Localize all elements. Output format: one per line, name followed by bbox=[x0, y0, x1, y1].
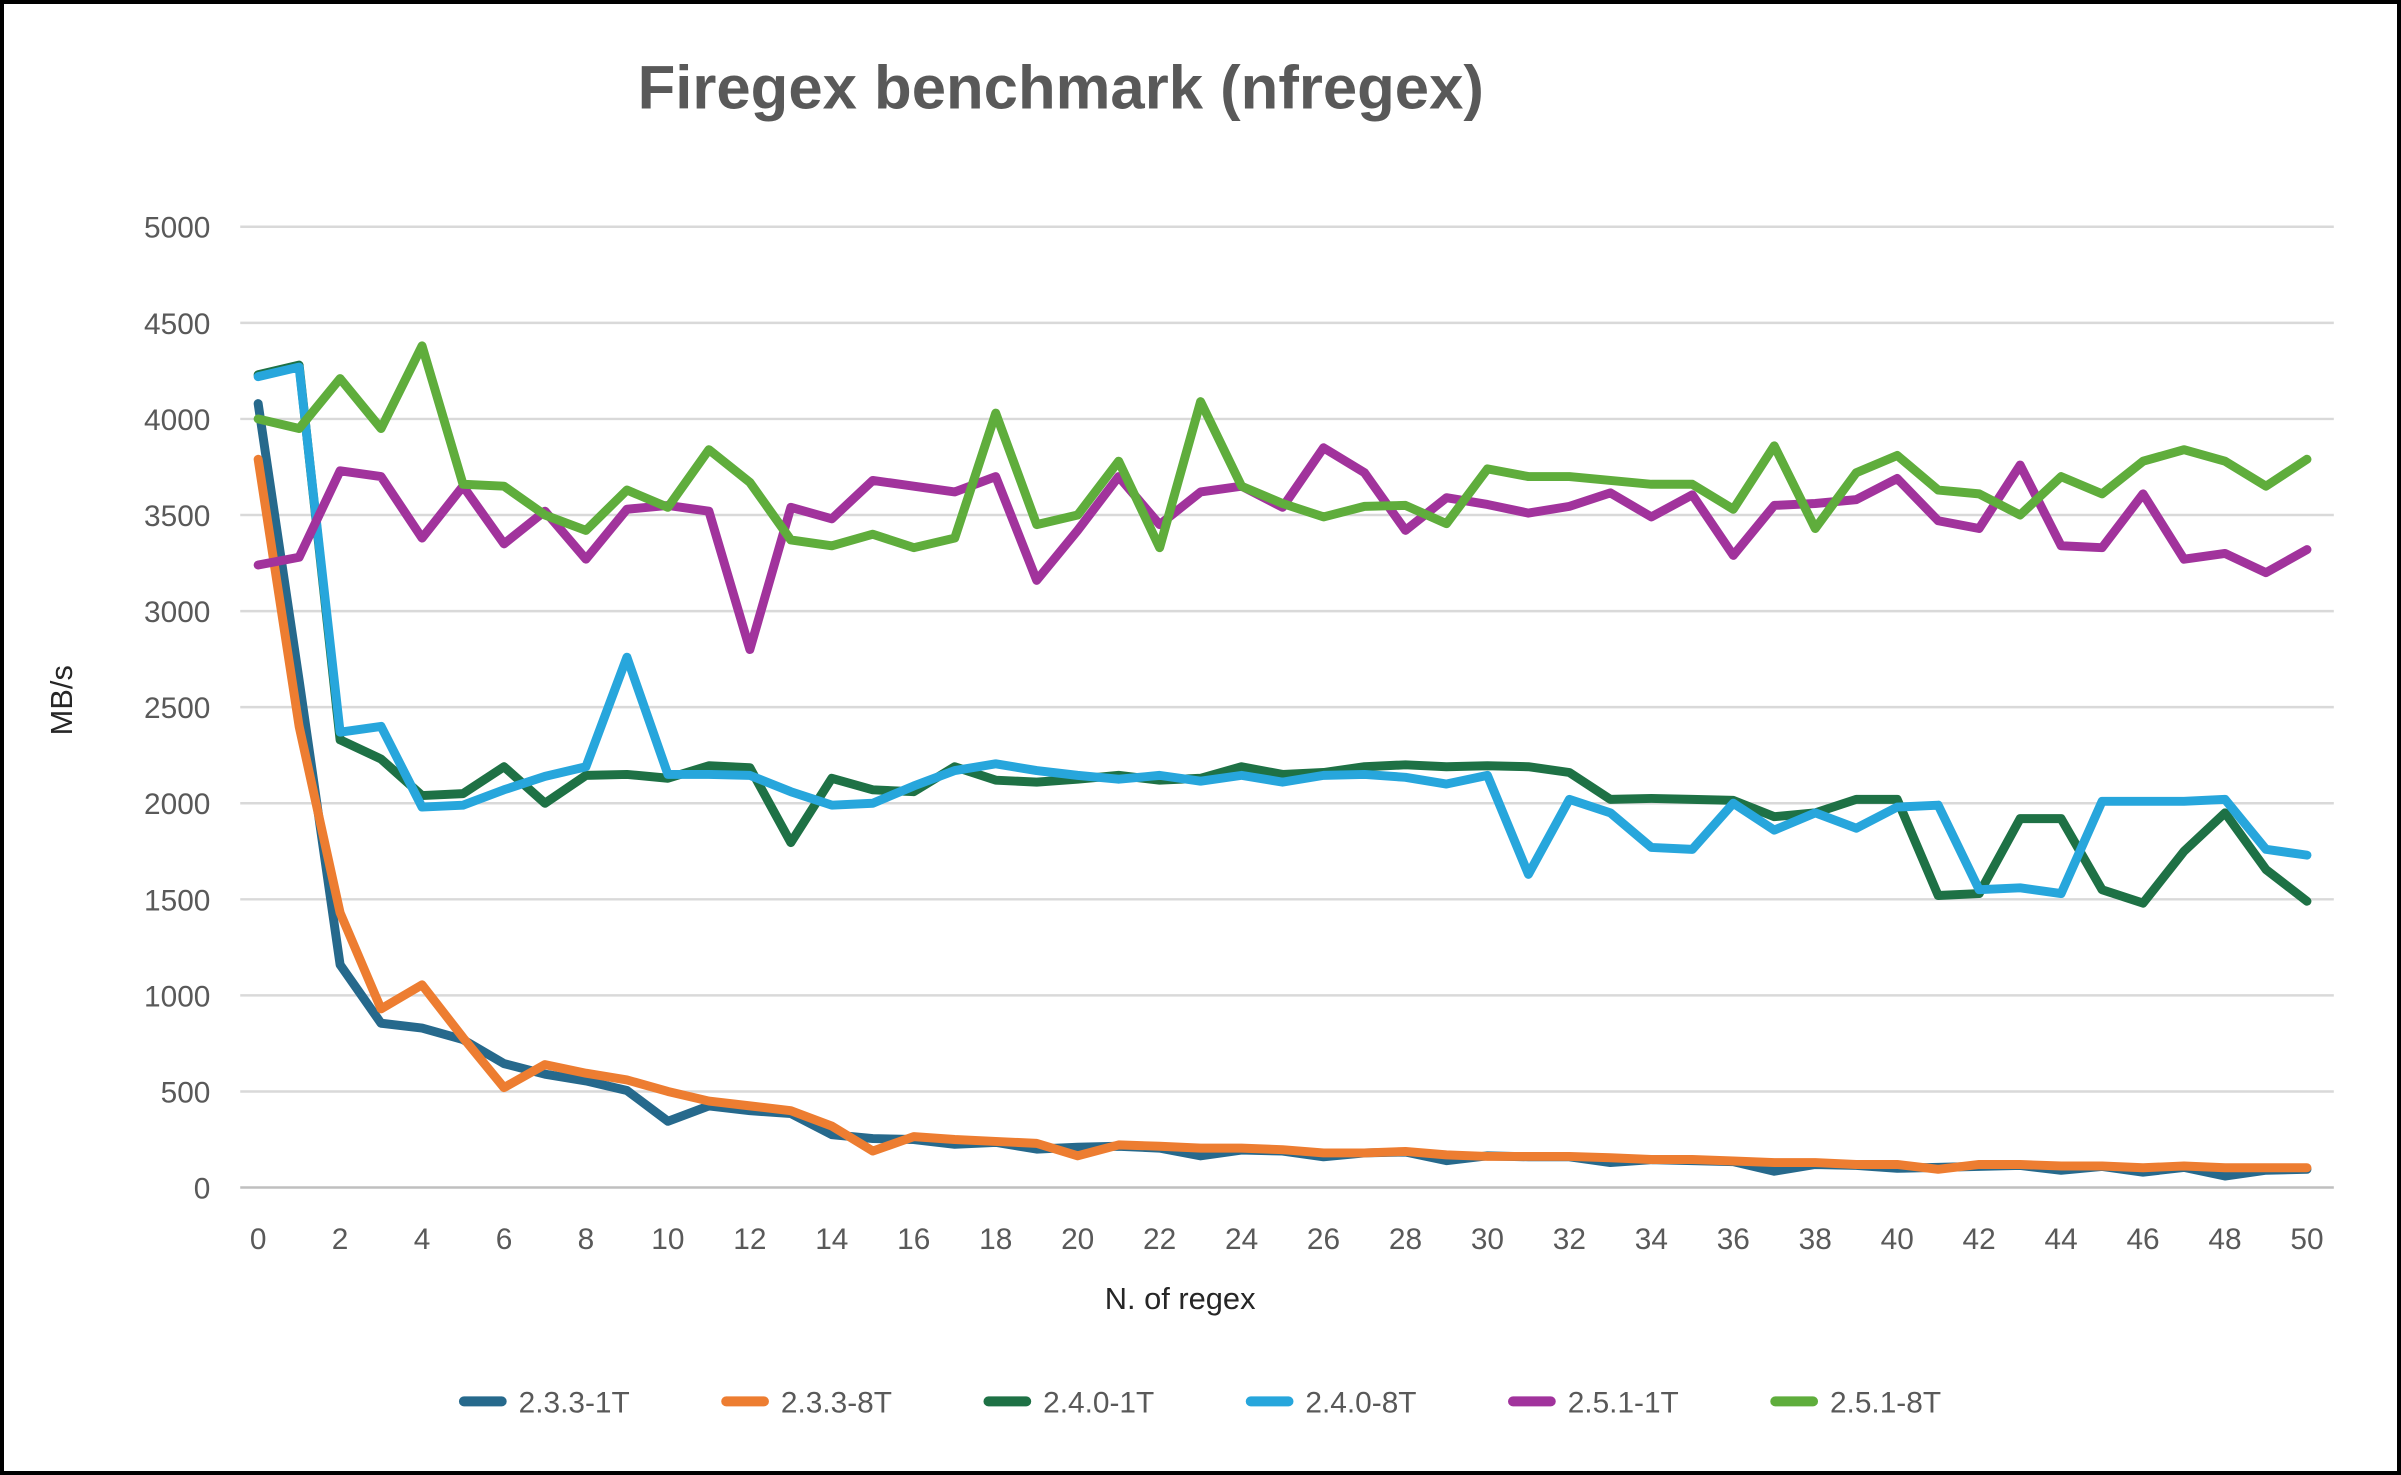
x-tick-label: 38 bbox=[1799, 1223, 1832, 1256]
y-axis-title: MB/s bbox=[44, 665, 79, 735]
x-tick-label: 48 bbox=[2208, 1223, 2241, 1256]
y-tick-label: 3000 bbox=[144, 596, 210, 629]
series-line-2.5.1-8T bbox=[253, 341, 2312, 553]
legend-label: 2.4.0-8T bbox=[1305, 1386, 1416, 1419]
y-tick-label: 3500 bbox=[144, 500, 210, 533]
legend-swatch bbox=[458, 1396, 507, 1407]
x-tick-label: 12 bbox=[733, 1223, 766, 1256]
x-tick-label: 44 bbox=[2045, 1223, 2078, 1256]
x-tick-label: 30 bbox=[1471, 1223, 1504, 1256]
legend-item-2.3.3-1T: 2.3.3-1T bbox=[458, 1386, 630, 1419]
legend-label: 2.4.0-1T bbox=[1043, 1386, 1154, 1419]
x-tick-label: 4 bbox=[414, 1223, 431, 1256]
legend-label: 2.5.1-8T bbox=[1830, 1386, 1941, 1419]
legend-swatch bbox=[1508, 1396, 1556, 1407]
legend-item-2.5.1-1T: 2.5.1-1T bbox=[1508, 1386, 1679, 1419]
x-tick-label: 2 bbox=[332, 1223, 349, 1256]
y-tick-label: 2000 bbox=[144, 788, 210, 821]
y-tick-label: 4500 bbox=[144, 308, 210, 341]
series-line-2.4.0-1T bbox=[253, 360, 2312, 908]
legend-swatch bbox=[1770, 1396, 1819, 1407]
x-tick-label: 0 bbox=[250, 1223, 267, 1256]
series-lines bbox=[253, 341, 2312, 1181]
legend-label: 2.3.3-8T bbox=[781, 1386, 892, 1419]
legend-swatch bbox=[1245, 1396, 1294, 1407]
y-tick-label: 1000 bbox=[144, 980, 210, 1013]
series-line-2.4.0-8T bbox=[253, 362, 2312, 899]
x-tick-label: 28 bbox=[1389, 1223, 1422, 1256]
y-tick-label: 1500 bbox=[144, 884, 210, 917]
x-tick-label: 32 bbox=[1553, 1223, 1586, 1256]
x-tick-label: 18 bbox=[979, 1223, 1012, 1256]
x-tick-label: 22 bbox=[1143, 1223, 1176, 1256]
gridlines bbox=[240, 225, 2334, 1189]
y-tick-label: 4000 bbox=[144, 404, 210, 437]
legend-item-2.5.1-8T: 2.5.1-8T bbox=[1770, 1386, 1941, 1419]
x-tick-label: 6 bbox=[496, 1223, 513, 1256]
chart-title: Firegex benchmark (nfregex) bbox=[638, 53, 1484, 122]
x-tick-label: 46 bbox=[2126, 1223, 2159, 1256]
legend-swatch bbox=[721, 1396, 769, 1407]
legend-label: 2.5.1-1T bbox=[1568, 1386, 1679, 1419]
y-tick-label: 2500 bbox=[144, 692, 210, 725]
legend-label: 2.3.3-1T bbox=[519, 1386, 630, 1419]
x-tick-label: 8 bbox=[578, 1223, 595, 1256]
x-axis-title: N. of regex bbox=[1105, 1281, 1256, 1316]
y-tick-label: 5000 bbox=[144, 212, 210, 245]
legend-item-2.4.0-1T: 2.4.0-1T bbox=[983, 1386, 1154, 1419]
y-axis-tick-labels: 0 500 1000 1500 2000 2500 3000 3500 4000 4500 5000 bbox=[144, 212, 210, 1206]
x-tick-label: 50 bbox=[2290, 1223, 2323, 1256]
series-line-2.5.1-1T bbox=[253, 443, 2312, 654]
legend-item-2.3.3-8T: 2.3.3-8T bbox=[721, 1386, 892, 1419]
x-tick-label: 42 bbox=[1963, 1223, 1996, 1256]
legend: 2.3.3-1T 2.3.3-8T 2.4.0-1T 2.4.0-8T 2.5.1-1T… bbox=[458, 1386, 1941, 1419]
x-tick-label: 20 bbox=[1061, 1223, 1094, 1256]
y-tick-label: 500 bbox=[161, 1076, 211, 1109]
chart-canvas: 0500100015002000250030003500400045005000… bbox=[44, 53, 2334, 1419]
x-tick-label: 14 bbox=[815, 1223, 848, 1256]
x-tick-label: 26 bbox=[1307, 1223, 1340, 1256]
x-tick-label: 40 bbox=[1881, 1223, 1914, 1256]
series-line-2.3.3-8T bbox=[253, 454, 2312, 1174]
x-tick-label: 36 bbox=[1717, 1223, 1750, 1256]
x-tick-label: 24 bbox=[1225, 1223, 1258, 1256]
x-tick-label: 16 bbox=[897, 1223, 930, 1256]
x-axis-tick-labels: 0 2 4 6 8 10 12 14 16 18 20 22 24 26 28 30 32 34 36 38 40 42 4… bbox=[250, 1223, 2324, 1256]
legend-swatch bbox=[983, 1396, 1032, 1407]
x-tick-label: 34 bbox=[1635, 1223, 1668, 1256]
y-tick-label: 0 bbox=[194, 1172, 211, 1205]
legend-item-2.4.0-8T: 2.4.0-8T bbox=[1245, 1386, 1417, 1419]
x-tick-label: 10 bbox=[651, 1223, 684, 1256]
